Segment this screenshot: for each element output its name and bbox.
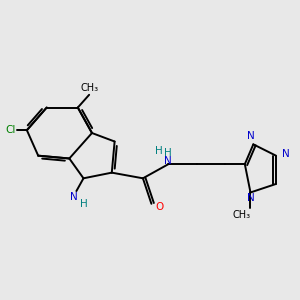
Text: N: N <box>70 192 77 202</box>
Text: CH₃: CH₃ <box>80 83 98 93</box>
Text: N: N <box>282 149 290 159</box>
Text: N: N <box>164 156 172 166</box>
Text: N: N <box>247 131 254 141</box>
Text: H: H <box>164 148 172 158</box>
Text: N: N <box>247 193 254 203</box>
Text: H: H <box>155 146 163 156</box>
Text: H: H <box>80 199 87 209</box>
Text: Cl: Cl <box>6 125 16 135</box>
Text: CH₃: CH₃ <box>233 210 251 220</box>
Text: O: O <box>156 202 164 212</box>
